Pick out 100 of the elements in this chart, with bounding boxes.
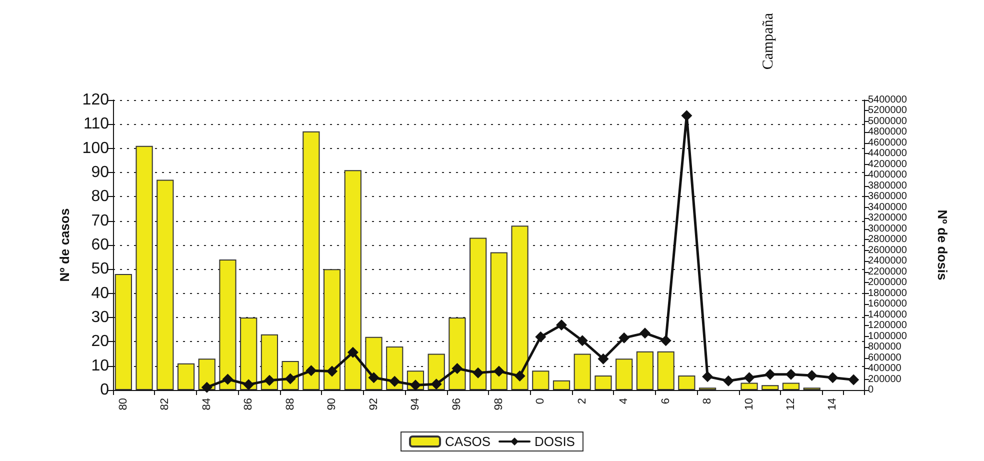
x-tick-label: 2 bbox=[576, 398, 588, 404]
legend-label: CASOS bbox=[445, 434, 491, 449]
x-tick-label: 12 bbox=[784, 398, 797, 410]
x-tick-label: 10 bbox=[743, 398, 756, 410]
point bbox=[493, 366, 504, 377]
y2-tick-label: 5400000 bbox=[868, 94, 908, 106]
point bbox=[535, 331, 546, 342]
bar bbox=[323, 269, 341, 390]
y-tick-label: 80 bbox=[91, 188, 110, 206]
bar bbox=[240, 318, 258, 390]
y-axis-title: Nº de casos bbox=[57, 208, 72, 282]
y2-tick-label: 1200000 bbox=[868, 320, 908, 332]
point bbox=[744, 372, 755, 384]
x-tick-label: 92 bbox=[368, 398, 380, 410]
bar bbox=[114, 274, 132, 390]
point bbox=[222, 374, 234, 385]
y2-tick-label: 3200000 bbox=[868, 212, 908, 224]
bar bbox=[260, 334, 278, 390]
x-tick-label: 94 bbox=[409, 398, 422, 410]
y2-tick-label: 5000000 bbox=[868, 116, 908, 127]
y-tick-label: 120 bbox=[82, 92, 110, 108]
x-tick-label: 82 bbox=[159, 398, 172, 410]
bar bbox=[636, 351, 654, 390]
bar bbox=[740, 382, 758, 390]
x-tick-label: 4 bbox=[618, 398, 630, 404]
y2-tick-label: 1400000 bbox=[868, 309, 908, 320]
bar bbox=[136, 146, 153, 390]
point bbox=[306, 365, 317, 376]
point bbox=[827, 372, 838, 384]
y2-tick-label: 2800000 bbox=[868, 234, 908, 246]
x-tick-label: 96 bbox=[451, 398, 464, 410]
y2-tick-label: 4000000 bbox=[868, 170, 908, 181]
bar bbox=[657, 351, 674, 390]
point bbox=[201, 382, 212, 393]
y2-tick-label: 3600000 bbox=[868, 191, 908, 202]
y-tick-label: 100 bbox=[82, 140, 110, 157]
y2-tick-label: 3000000 bbox=[868, 223, 908, 234]
y-tick-label: 60 bbox=[91, 236, 110, 254]
x-tick-label: 84 bbox=[200, 398, 213, 410]
y-tick-label: 40 bbox=[91, 284, 110, 302]
point bbox=[764, 368, 776, 380]
y2-tick-label: 0 bbox=[868, 384, 874, 396]
point bbox=[639, 328, 650, 339]
x-tick-label: 0 bbox=[534, 398, 547, 404]
point bbox=[576, 335, 588, 346]
x-tick-label: 86 bbox=[242, 398, 255, 410]
bar bbox=[532, 370, 550, 390]
y2-tick-label: 1000000 bbox=[868, 330, 908, 342]
bar bbox=[616, 358, 633, 390]
point bbox=[472, 367, 484, 378]
x-tick-label: 14 bbox=[826, 398, 839, 410]
point bbox=[785, 368, 796, 380]
point bbox=[806, 370, 818, 381]
point bbox=[347, 346, 358, 358]
y2-tick-label: 4400000 bbox=[868, 148, 908, 160]
bar bbox=[678, 376, 696, 390]
x-tick-label: 80 bbox=[117, 398, 130, 410]
y2-tick-label: 4600000 bbox=[868, 137, 908, 148]
point bbox=[556, 320, 568, 331]
y2-tick-label: 4200000 bbox=[868, 158, 908, 170]
bar bbox=[552, 380, 570, 390]
y2-tick-label: 1600000 bbox=[868, 298, 908, 310]
bar bbox=[490, 252, 508, 390]
y2-tick-label: 2600000 bbox=[868, 244, 908, 256]
point bbox=[368, 372, 380, 384]
text: Campaña bbox=[760, 12, 776, 70]
y-tick-label: 50 bbox=[91, 260, 110, 278]
y2-tick-label: 1800000 bbox=[868, 288, 908, 299]
x-tick-label: 88 bbox=[284, 398, 296, 410]
y2-tick-label: 2200000 bbox=[868, 266, 908, 278]
y2-tick-label: 600000 bbox=[868, 352, 902, 364]
point bbox=[452, 363, 463, 374]
bar bbox=[344, 170, 362, 390]
legend-label: DOSIS bbox=[534, 434, 576, 449]
y-tick-label: 20 bbox=[91, 333, 110, 350]
bar bbox=[448, 318, 466, 390]
bar bbox=[302, 131, 320, 390]
point bbox=[389, 376, 400, 387]
x-tick-label: 6 bbox=[660, 398, 672, 404]
y2-tick-label: 400000 bbox=[868, 363, 902, 374]
y2-tick-label: 4800000 bbox=[868, 126, 908, 138]
bar bbox=[219, 260, 236, 390]
point bbox=[660, 335, 672, 346]
point bbox=[264, 374, 275, 386]
point bbox=[702, 371, 714, 382]
point bbox=[618, 332, 630, 344]
bar bbox=[511, 226, 528, 390]
y2-axis-title: Nº de dosis bbox=[935, 210, 950, 280]
bar bbox=[574, 354, 591, 390]
point bbox=[326, 366, 338, 377]
y-tick-label: 10 bbox=[91, 357, 110, 374]
y2-tick-label: 5200000 bbox=[868, 105, 908, 116]
y-tick-label: 110 bbox=[83, 116, 110, 133]
point bbox=[514, 370, 526, 382]
point bbox=[243, 379, 254, 390]
point bbox=[598, 353, 609, 364]
x-tick-label: 98 bbox=[492, 398, 505, 410]
bar bbox=[782, 382, 800, 390]
y2-tick-label: 3800000 bbox=[868, 180, 908, 192]
point bbox=[722, 375, 734, 386]
